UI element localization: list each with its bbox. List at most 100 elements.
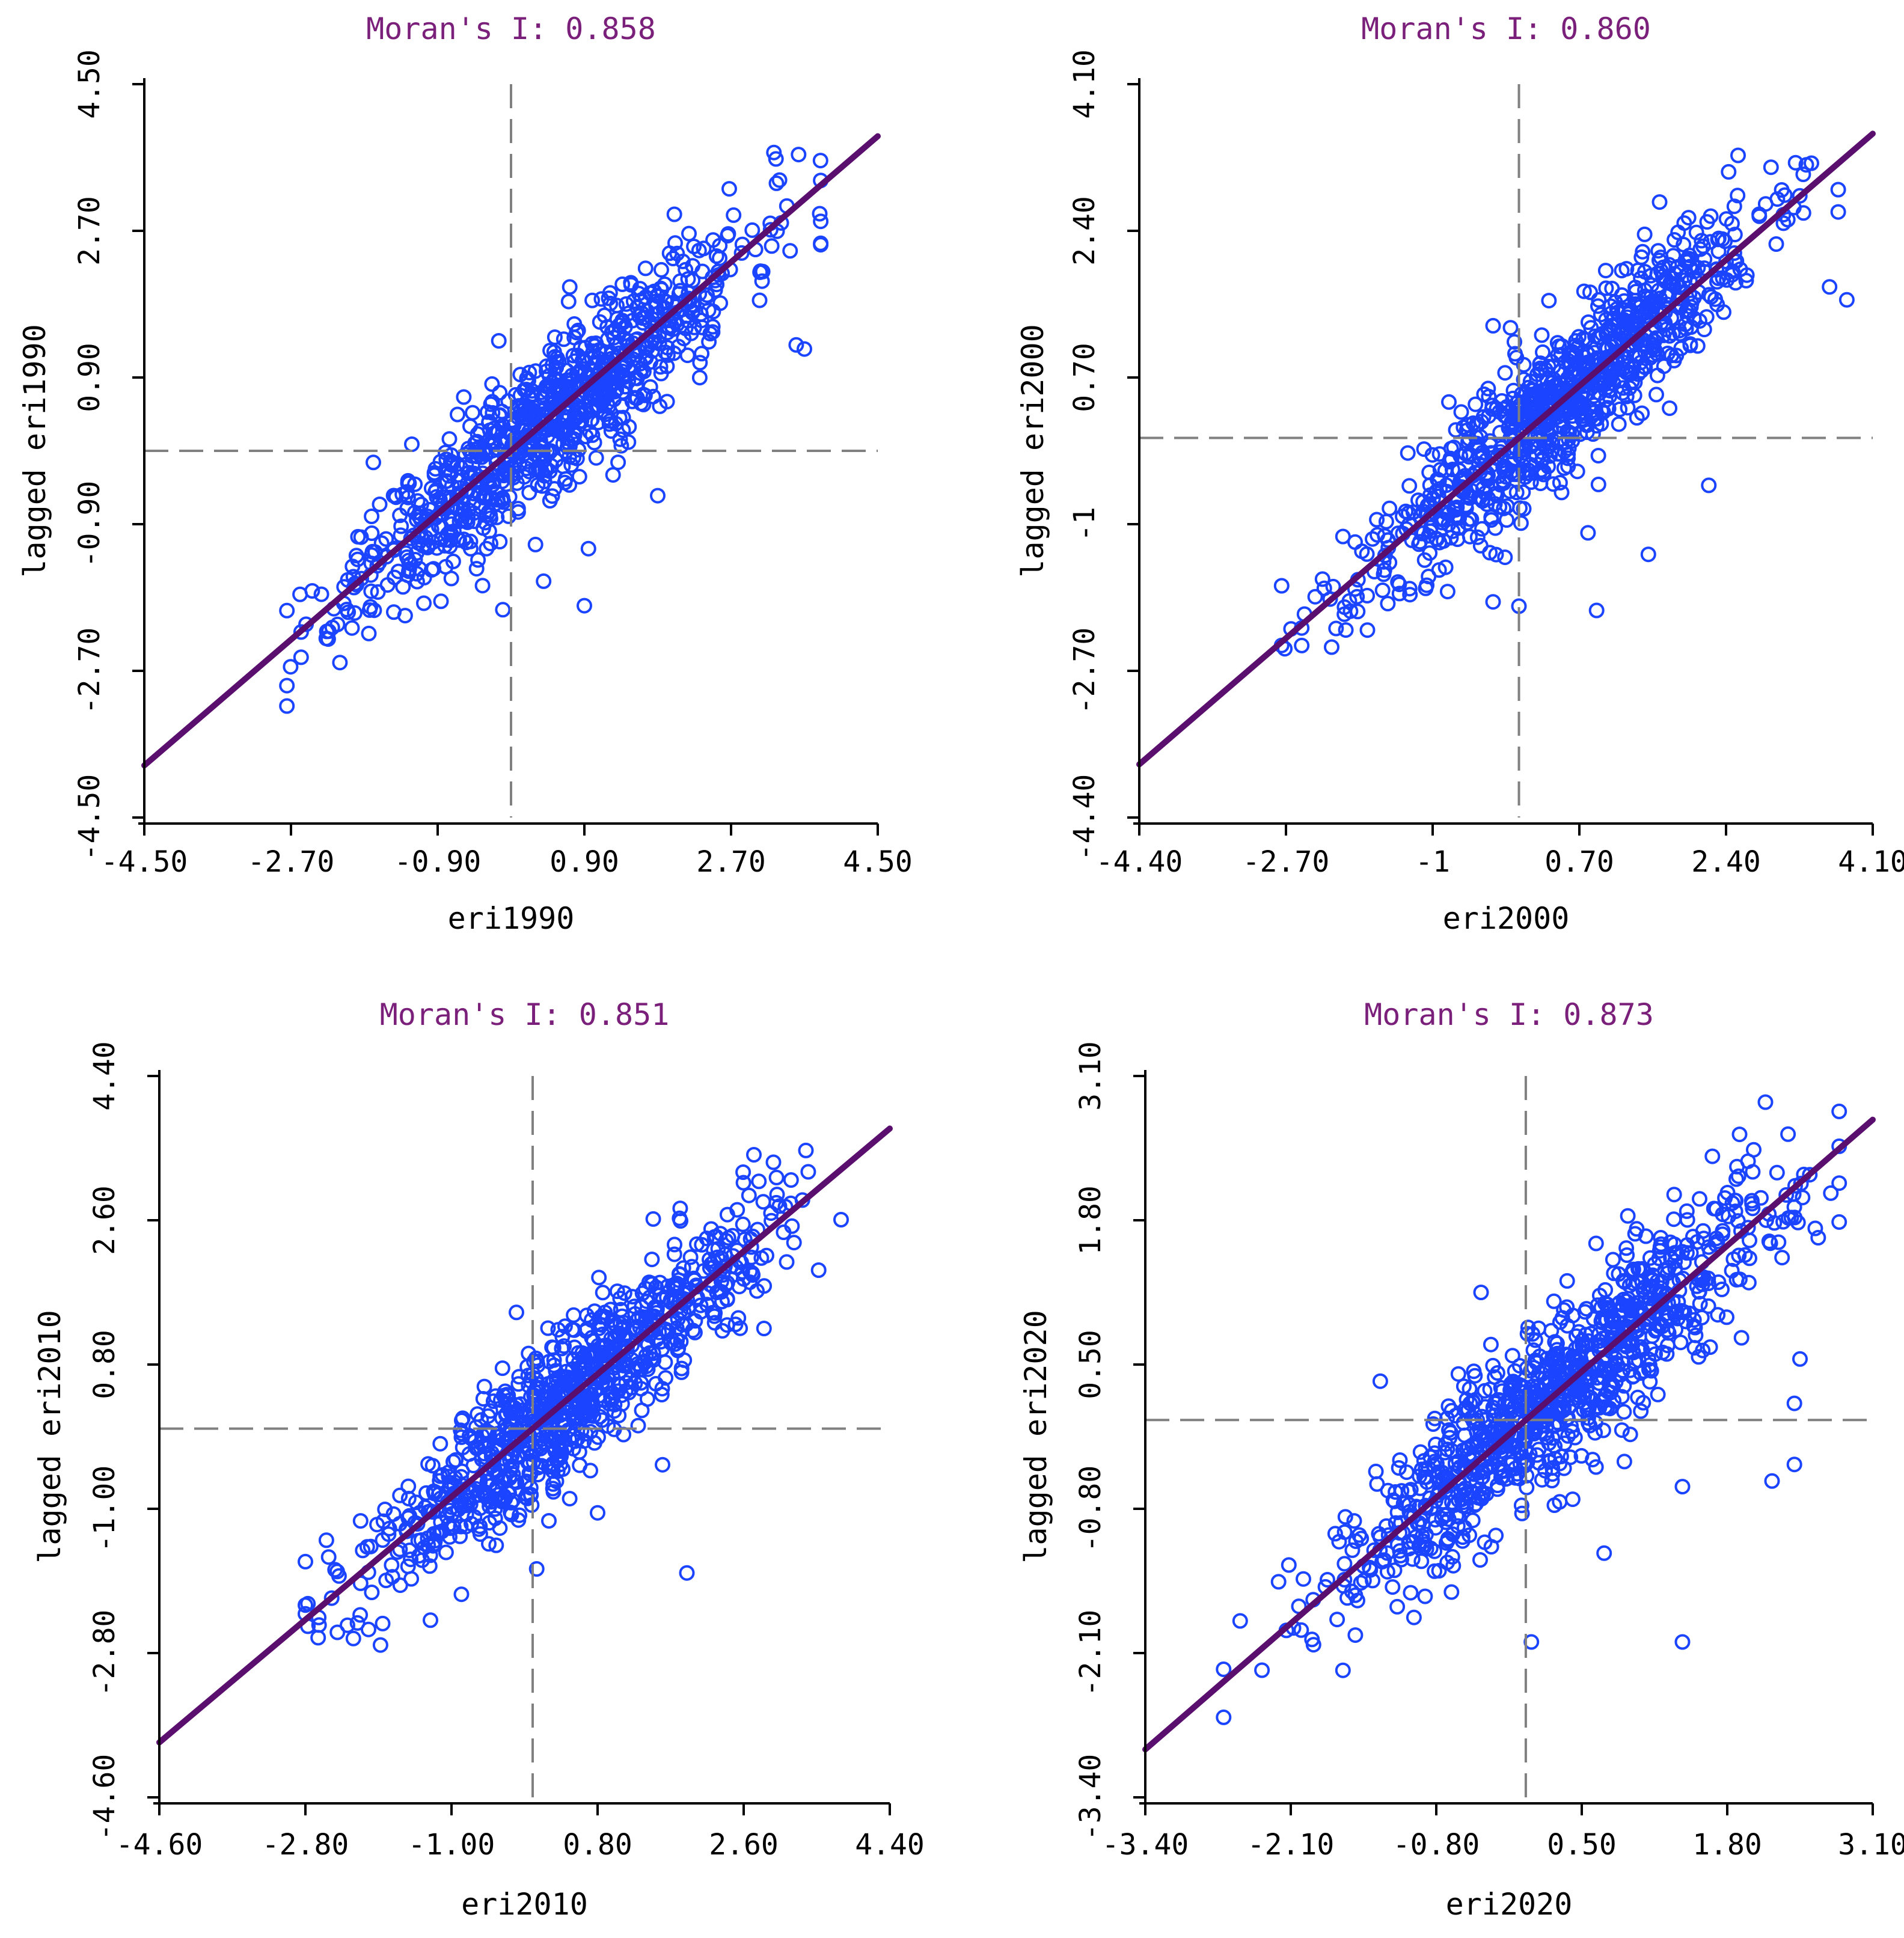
data-point: [1216, 1661, 1232, 1677]
data-point: [719, 1206, 735, 1223]
data-point: [474, 578, 491, 594]
data-point: [705, 319, 721, 335]
x-tick-label: -3.40: [1102, 1828, 1189, 1862]
x-axis-label: eri2000: [1443, 901, 1570, 936]
data-point: [648, 1305, 664, 1321]
data-point: [617, 319, 633, 335]
data-point: [1359, 587, 1376, 604]
data-point: [1633, 295, 1649, 311]
data-point: [1715, 270, 1731, 286]
data-point: [1305, 1637, 1321, 1653]
data-point: [460, 465, 476, 481]
data-point: [384, 1557, 400, 1573]
data-point: [1296, 1571, 1311, 1587]
data-point: [1463, 483, 1480, 499]
data-point: [1362, 1559, 1377, 1576]
data-point: [1657, 1262, 1673, 1279]
data-point: [1679, 1237, 1695, 1253]
data-point: [606, 391, 622, 408]
data-point: [766, 144, 782, 160]
data-point: [1472, 1552, 1488, 1568]
data-point: [1780, 1126, 1796, 1142]
data-point: [1739, 267, 1755, 283]
y-tick-label: 0.90: [73, 343, 106, 412]
data-point: [1389, 1504, 1406, 1520]
data-point: [557, 474, 573, 491]
data-point: [1627, 374, 1643, 391]
data-point: [705, 232, 721, 248]
data-point: [585, 1399, 601, 1416]
data-point: [293, 649, 309, 665]
data-point: [1753, 1190, 1769, 1206]
data-point: [1653, 249, 1669, 266]
data-point: [392, 1577, 408, 1594]
data-point: [1534, 327, 1550, 343]
data-point: [1338, 622, 1354, 638]
data-point: [1695, 1342, 1711, 1359]
data-point: [472, 423, 488, 439]
y-tick-label: -2.70: [1068, 628, 1101, 715]
y-tick-label: 2.60: [88, 1185, 121, 1255]
data-point: [475, 520, 491, 536]
data-point: [1466, 1497, 1483, 1513]
x-tick-label: 4.10: [1838, 845, 1904, 879]
data-point: [1757, 1094, 1774, 1110]
y-tick-label: 2.40: [1068, 196, 1101, 266]
y-tick-label: 4.10: [1068, 49, 1101, 119]
data-point: [505, 469, 521, 486]
data-point: [534, 390, 551, 406]
data-point: [369, 1517, 385, 1533]
data-point: [1422, 1540, 1439, 1556]
data-point: [423, 562, 439, 578]
data-point: [1516, 451, 1532, 468]
data-point: [465, 405, 481, 421]
data-point: [1520, 399, 1537, 415]
data-point: [283, 659, 299, 675]
data-point: [650, 488, 666, 504]
data-point: [1659, 1265, 1676, 1282]
data-point: [1763, 159, 1779, 176]
data-point: [546, 1386, 563, 1402]
data-point: [1710, 1274, 1727, 1290]
data-point: [548, 1473, 565, 1490]
data-point: [719, 1317, 735, 1333]
data-point: [492, 1520, 508, 1536]
data-point: [1764, 1473, 1780, 1489]
data-point: [407, 504, 423, 521]
data-point: [666, 1246, 682, 1262]
data-point: [392, 507, 408, 524]
data-point: [1673, 1334, 1689, 1351]
scatter-panel-2: Moran's I: 0.860 -4.40 -2.70 -1 0.70 2.40 4.10…: [1015, 11, 1904, 936]
data-point: [1674, 1634, 1691, 1650]
data-point: [591, 1270, 607, 1286]
data-point: [1614, 1389, 1630, 1405]
data-point: [708, 248, 724, 264]
data-point: [1568, 1383, 1584, 1399]
data-point: [565, 347, 581, 364]
data-point: [608, 337, 624, 352]
data-point: [1390, 574, 1406, 590]
data-point: [1443, 451, 1460, 467]
x-tick-label: 4.40: [855, 1828, 925, 1862]
data-point: [655, 1457, 670, 1473]
y-axis-label: lagged eri2000: [1015, 324, 1050, 577]
data-point: [1731, 1271, 1748, 1288]
data-point: [609, 1283, 625, 1300]
data-point: [1783, 1209, 1799, 1226]
data-point: [1597, 1387, 1614, 1404]
data-point: [1501, 1393, 1517, 1410]
data-point: [1513, 1497, 1529, 1514]
data-point: [1507, 334, 1522, 350]
data-point: [610, 1326, 626, 1342]
data-point: [549, 378, 566, 393]
data-point: [349, 1615, 366, 1631]
data-points: [1273, 147, 1855, 657]
data-point: [1489, 1365, 1505, 1381]
data-point: [1582, 284, 1598, 301]
data-point: [465, 495, 482, 512]
y-tick-label: -2.80: [88, 1610, 121, 1697]
data-point: [678, 261, 694, 278]
data-point: [1591, 1326, 1608, 1342]
data-point: [768, 1169, 785, 1185]
data-point: [1724, 215, 1740, 231]
